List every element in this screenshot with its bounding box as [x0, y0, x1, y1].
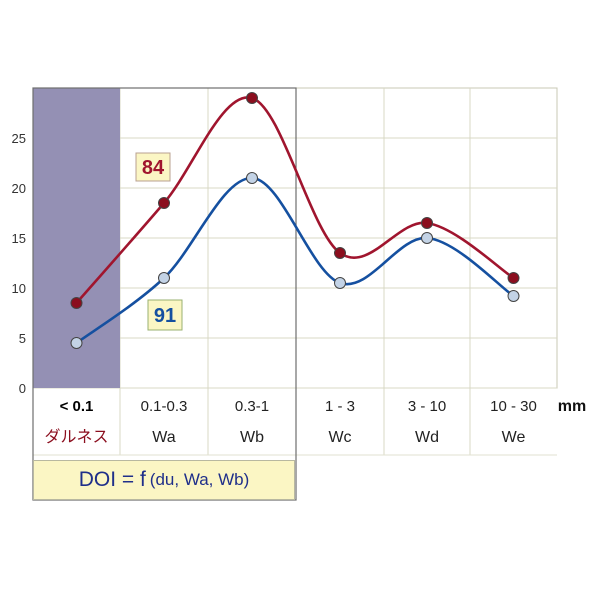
formula-args: (du, Wa, Wb): [149, 470, 250, 489]
x-category-label: 1 - 3: [325, 398, 355, 415]
y-tick-label: 0: [19, 381, 26, 396]
data-point-91-4: [421, 232, 433, 244]
data-point-91-0: [70, 337, 83, 349]
series-callouts: 84 91: [135, 152, 183, 331]
series-markers: [70, 92, 520, 349]
data-point-84-4: [421, 217, 433, 229]
data-point-91-3: [334, 277, 346, 289]
x-sublabel: Wb: [240, 429, 264, 446]
y-tick-label: 5: [19, 331, 26, 346]
y-tick-label: 25: [12, 131, 26, 146]
data-point-91-2: [246, 172, 258, 184]
x-sublabel: Wd: [415, 429, 439, 446]
data-point-91-1: [158, 272, 170, 284]
x-category-label: 0.3-1: [235, 398, 269, 415]
x-sublabel: ダルネス: [44, 428, 108, 446]
formula-main: DOI = f: [78, 468, 146, 491]
data-point-84-1: [158, 197, 170, 209]
y-tick-label: 20: [12, 181, 26, 196]
x-sublabel: We: [502, 429, 526, 446]
data-point-84-5: [507, 272, 520, 284]
x-unit-label: mm: [558, 398, 586, 415]
series-callout-box-91: [147, 299, 183, 331]
x-category-label: 0.1-0.3: [141, 398, 188, 415]
formula-box: DOI = f (du, Wa, Wb): [33, 460, 295, 500]
data-point-91-5: [507, 290, 520, 302]
x-category-label: 3 - 10: [408, 398, 446, 415]
y-tick-label: 10: [12, 281, 26, 296]
axis-labels: 0 5 10 15 20 25 < 0.1 ダルネス 0.1-0.3 Wa 0.3-1 Wb 1 - 3…: [12, 131, 587, 446]
doi-box-outline: [32, 87, 297, 501]
x-sublabel: Wc: [328, 429, 351, 446]
series-callout-box-84: [135, 152, 171, 182]
series-callout-label: 91: [154, 305, 176, 327]
y-tick-label: 15: [12, 231, 26, 246]
x-sublabel: Wa: [152, 429, 176, 446]
data-point-84-0: [70, 297, 83, 309]
series-callout-label: 84: [142, 157, 165, 179]
data-point-84-3: [334, 247, 346, 259]
x-category-label: < 0.1: [60, 398, 94, 415]
x-category-label: 10 - 30: [490, 398, 537, 415]
data-point-84-2: [246, 92, 258, 104]
